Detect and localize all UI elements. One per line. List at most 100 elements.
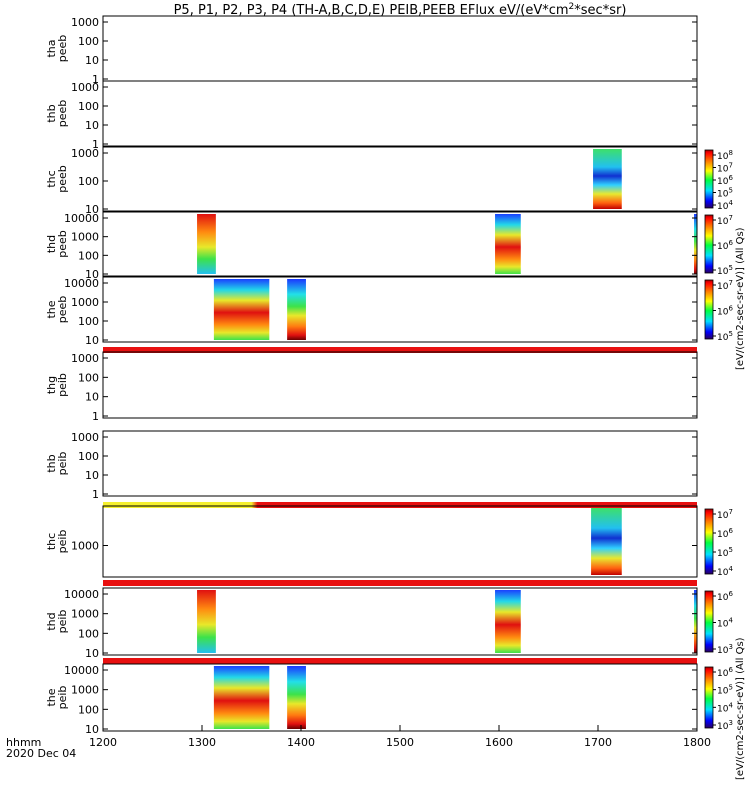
colorbar-tick-exponent: 4 bbox=[728, 565, 733, 573]
colorbar-strip bbox=[704, 149, 714, 209]
x-tick-label: 1200 bbox=[89, 736, 117, 749]
spectrogram-block bbox=[495, 590, 521, 653]
y-tick-label: 1000 bbox=[71, 540, 99, 553]
colorbar-thd-peib: 106 104 103 bbox=[704, 590, 733, 656]
y-tick-label: 10 bbox=[85, 119, 99, 132]
y-tick-label: 100 bbox=[78, 100, 99, 113]
colorbar-tick-exponent: 7 bbox=[728, 508, 732, 516]
y-tick-label: 10 bbox=[85, 723, 99, 736]
colorbar-tick-exponent: 7 bbox=[728, 162, 732, 170]
title-tail: *sec*sr) bbox=[574, 3, 626, 18]
colorbar-tick-exponent: 7 bbox=[728, 214, 732, 222]
colorbar-thd-peeb: 107 106 105 bbox=[704, 214, 733, 277]
spectrogram-block bbox=[213, 279, 270, 340]
panel-frame bbox=[102, 587, 698, 656]
colorbar-tick-label: 108 bbox=[717, 149, 733, 162]
colorbar-tick-label: 106 bbox=[717, 174, 733, 187]
panel-label-instrument: peib bbox=[56, 373, 69, 397]
colorbar-tick-label: 104 bbox=[717, 565, 733, 578]
y-tick-label: 1 bbox=[92, 138, 99, 151]
colorbar-tick-exponent: 3 bbox=[728, 643, 732, 651]
quality-flag-bar bbox=[103, 658, 697, 664]
y-tick-label: 1000 bbox=[71, 352, 99, 365]
colorbar-title-peib: [eV/(cm2-sec-sr-eV)] (All Qs) bbox=[735, 637, 746, 780]
y-tick-label: 100 bbox=[78, 315, 99, 328]
y-tick-label: 10 bbox=[85, 54, 99, 67]
spectrogram-block bbox=[213, 666, 270, 729]
colorbar-tick-label: 104 bbox=[717, 199, 733, 212]
panel-label-probe: thd bbox=[45, 612, 58, 630]
colorbar-strip bbox=[704, 214, 714, 274]
colorbar-tick-exponent: 4 bbox=[728, 701, 733, 709]
quality-flag-bar bbox=[103, 502, 697, 508]
colorbar-tick-label: 107 bbox=[717, 162, 733, 175]
colorbar-strip bbox=[704, 666, 714, 729]
panel-label-instrument: peib bbox=[56, 452, 69, 476]
panel-label-probe: thd bbox=[45, 235, 58, 253]
colorbar-tick-exponent: 7 bbox=[728, 279, 732, 287]
y-tick-label: 10000 bbox=[64, 664, 99, 677]
colorbar-tick-label: 106 bbox=[717, 239, 733, 252]
x-axis: 1200 1300 1400 1500 1600 1700 1800 bbox=[89, 725, 711, 749]
title-superscript: 2 bbox=[569, 2, 575, 12]
panel-label-instrument: peib bbox=[56, 610, 69, 634]
panel-label-instrument: peeb bbox=[56, 165, 69, 193]
quality-flag-bar bbox=[103, 580, 697, 586]
x-tick-label: 1700 bbox=[584, 736, 612, 749]
y-tick-label: 10 bbox=[85, 469, 99, 482]
panel-frame bbox=[102, 663, 698, 732]
y-tick-label: 10000 bbox=[64, 212, 99, 225]
colorbar-tick-exponent: 3 bbox=[728, 719, 732, 727]
y-tick-label: 10 bbox=[85, 647, 99, 660]
spectrogram-block bbox=[593, 149, 622, 209]
colorbar-tick-exponent: 8 bbox=[728, 149, 732, 157]
panel-frame bbox=[102, 146, 698, 212]
colorbar-tick-exponent: 6 bbox=[728, 305, 733, 313]
panel-label-instrument: peeb bbox=[56, 296, 69, 324]
y-tick-label: 10 bbox=[85, 203, 99, 216]
colorbar-thc-peib: 107 106 105 104 bbox=[704, 508, 733, 578]
y-tick-label: 1000 bbox=[71, 431, 99, 444]
colorbar-tick-exponent: 6 bbox=[728, 590, 733, 598]
y-tick-label: 10 bbox=[85, 334, 99, 347]
colorbar-tick-exponent: 6 bbox=[728, 527, 733, 535]
x-tick-label: 1300 bbox=[188, 736, 216, 749]
colorbar-tick-label: 104 bbox=[717, 617, 733, 630]
colorbar-tick-exponent: 6 bbox=[728, 239, 733, 247]
panel-frame bbox=[102, 505, 698, 578]
panel-label-instrument: peeb bbox=[56, 100, 69, 128]
panel-label-probe: thb bbox=[45, 104, 58, 122]
colorbar-tick-label: 105 bbox=[717, 684, 733, 697]
colorbar-tick-label: 103 bbox=[717, 719, 733, 732]
panel-frame bbox=[102, 430, 698, 497]
colorbar-tick-label: 105 bbox=[717, 264, 733, 277]
x-tick-label: 1600 bbox=[485, 736, 513, 749]
spectrogram-block bbox=[197, 590, 216, 653]
colorbar-strip bbox=[704, 590, 714, 653]
colorbar-tick-exponent: 5 bbox=[728, 684, 732, 692]
y-tick-label: 100 bbox=[78, 627, 99, 640]
spectrogram-block bbox=[495, 214, 521, 274]
spectrogram-block bbox=[694, 214, 697, 274]
colorbar-tick-exponent: 5 bbox=[728, 264, 732, 272]
panel-label-probe: thc bbox=[45, 170, 58, 187]
y-tick-label: 1000 bbox=[71, 147, 99, 160]
colorbar-tick-label: 104 bbox=[717, 701, 733, 714]
colorbar-tick-label: 106 bbox=[717, 590, 733, 603]
y-tick-label: 10 bbox=[85, 268, 99, 281]
colorbar-tick-exponent: 5 bbox=[728, 187, 732, 195]
colorbar-tick-exponent: 6 bbox=[728, 666, 733, 674]
date-label: 2020 Dec 04 bbox=[6, 747, 76, 760]
colorbar-the-peeb: 107 106 105 bbox=[704, 279, 733, 343]
chart-title: P5, P1, P2, P3, P4 (TH-A,B,C,D,E) PEIB,P… bbox=[174, 2, 627, 18]
spectrogram-block bbox=[197, 214, 216, 274]
y-tick-label: 1000 bbox=[71, 608, 99, 621]
